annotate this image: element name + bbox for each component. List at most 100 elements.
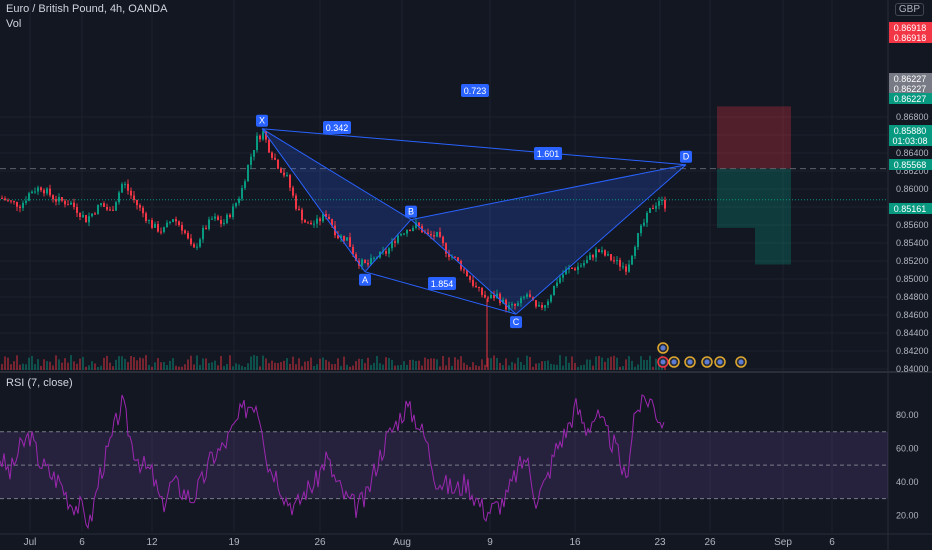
ratio-label: 0.342 [326,123,349,133]
pattern-point-x: X [259,116,265,126]
candle [436,231,438,237]
volume-bar [508,365,510,370]
volume-bar [415,360,417,370]
volume-bar [517,357,519,370]
volume-bar [607,357,609,370]
candle [535,300,537,307]
volume-label[interactable]: Vol [6,18,22,30]
volume-bar [49,361,51,370]
candle [577,266,579,271]
volume-bar [469,366,471,370]
candle [235,203,237,207]
volume-bar [88,365,90,370]
leg-bd [410,164,687,221]
candle [211,218,213,220]
volume-bar [136,360,138,370]
candle [475,285,477,287]
volume-bar [343,356,345,370]
rsi-label[interactable]: RSI (7, close) [6,377,73,389]
candle [262,131,264,140]
x-tick-label: Aug [393,537,411,548]
volume-bar [301,366,303,370]
price-tag-bg [889,32,932,43]
candle [160,231,162,233]
candle [628,264,630,272]
candle [613,260,615,262]
candle [547,301,549,306]
target-zone-2 [755,227,791,265]
candle [355,254,357,261]
candle [487,297,489,299]
candle [604,250,606,256]
volume-bar [532,366,534,370]
candle [295,195,297,209]
symbol-title[interactable]: Euro / British Pound, 4h, OANDA [6,3,168,15]
volume-bar [589,359,591,370]
candle [304,220,306,223]
volume-bar [298,358,300,370]
candle [409,229,411,231]
price-tag: 0.86227 [894,94,927,104]
volume-bar [283,360,285,370]
volume-bar [25,364,27,370]
price-tag: 0.86918 [894,33,927,43]
ratio-label: 1.601 [537,149,560,159]
volume-bar [652,366,654,370]
pattern-point-d-bg [680,150,692,163]
volume-bar [148,364,150,370]
position-tool[interactable] [0,106,888,265]
volume-bar [529,357,531,370]
volume-bar [52,365,54,370]
y-tick-label: 0.86400 [896,148,929,158]
volume-bar [130,356,132,370]
harmonic-pattern[interactable] [262,128,686,315]
currency-badge[interactable]: GBP [894,3,924,16]
leg-xb [261,128,412,221]
volume-bar [340,365,342,370]
candle [13,201,15,203]
candle [322,213,324,222]
candle [463,269,465,271]
volume-bar [595,356,597,370]
candle [217,216,219,221]
candle [190,238,192,245]
volume-bar [445,365,447,370]
volume-bar [13,361,15,370]
pattern-point-c: C [513,317,520,327]
volume-bar [106,355,108,370]
volume-bar [145,355,147,370]
volume-bar [238,364,240,370]
candle [331,219,333,226]
volume-bar [199,365,201,370]
volume-bar [151,366,153,370]
volume-bar [349,366,351,370]
y-tick-label: 0.85600 [896,220,929,230]
candle [520,297,522,304]
candle [550,295,552,302]
candle [85,215,87,223]
volume-bar [526,355,528,370]
candle [433,235,435,237]
volume-bar [454,357,456,370]
candle [67,204,69,206]
candle [46,188,48,194]
candle [283,172,285,176]
volume-bar [430,358,432,370]
candle [361,259,363,266]
rsi-tick-label: 60.00 [896,443,919,453]
volume-bar [376,355,378,370]
candle [571,268,573,270]
volume-bar [103,357,105,370]
volume-bar [235,363,237,370]
volume-bar [640,356,642,370]
volume-bar [556,364,558,370]
volume-bar [523,364,525,370]
volume-bar [82,357,84,370]
volume-bar [418,360,420,370]
volume-bar [397,365,399,370]
price-tag: 0.86918 [894,23,927,33]
event-markers[interactable] [657,342,747,368]
volume-bar [337,358,339,370]
candle [280,168,282,173]
